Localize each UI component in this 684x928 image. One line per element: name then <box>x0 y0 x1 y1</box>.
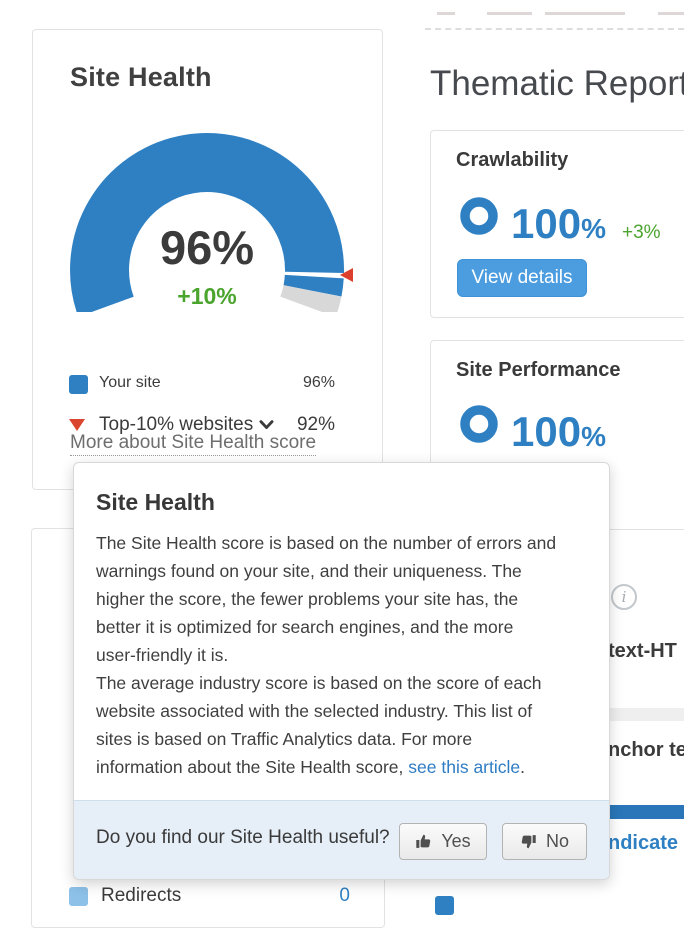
clipped-anchor-text-label: nchor te <box>608 739 684 761</box>
tooltip-text-line: information about the Site Health score,… <box>96 753 596 781</box>
site-health-delta: +10% <box>177 283 237 309</box>
tooltip-text-line: user-friendly it is. <box>96 645 229 665</box>
chevron-down-icon[interactable] <box>259 420 274 430</box>
clipped-section-divider <box>603 708 684 721</box>
tooltip-text-line: The Site Health score is based on the nu… <box>96 533 557 553</box>
site-performance-score: 100 <box>511 408 582 455</box>
tooltip-text-line: higher the score, the fewer problems you… <box>96 589 519 609</box>
legend-swatch-icon <box>435 896 454 915</box>
gauge-arc-remainder <box>280 284 342 312</box>
redirects-label[interactable]: Redirects <box>101 885 182 906</box>
tooltip-footer: Do you find our Site Health useful? Yes … <box>74 800 609 879</box>
tooltip-text-line: sites is based on Traffic Analytics data… <box>96 729 473 749</box>
tooltip-body: The Site Health score is based on the nu… <box>96 529 596 781</box>
site-health-card-title: Site Health <box>70 62 212 92</box>
tooltip-text: . <box>520 757 525 777</box>
site-health-tooltip: Site Health The Site Health score is bas… <box>73 462 610 880</box>
tooltip-text-line: The average industry score is based on t… <box>96 673 542 693</box>
site-health-gauge <box>70 133 345 312</box>
tooltip-text: information about the Site Health score, <box>96 757 409 777</box>
site-performance-title: Site Performance <box>456 359 621 381</box>
view-details-button[interactable]: View details <box>457 259 587 297</box>
clipped-text-remnant <box>437 12 455 15</box>
yes-button[interactable]: Yes <box>399 823 487 860</box>
more-about-site-health-link[interactable]: More about Site Health score <box>70 432 317 456</box>
no-button[interactable]: No <box>502 823 587 860</box>
gauge-arc-segment <box>283 274 344 297</box>
site-performance-percent-sign: % <box>581 421 606 452</box>
clipped-text-remnant <box>658 12 684 15</box>
tooltip-text-line: better it is optimized for search engine… <box>96 617 514 637</box>
tooltip-text-line: warnings found on your site, and their u… <box>96 561 522 581</box>
site-performance-score-row: 100 % <box>511 411 606 453</box>
clipped-text-remnant <box>487 12 532 15</box>
top10-marker-icon <box>340 268 353 282</box>
thumbs-down-icon <box>521 835 536 849</box>
redirects-swatch-icon <box>69 887 88 906</box>
gauge-center: 96% +10% <box>107 224 307 310</box>
feedback-question: Do you find our Site Health useful? <box>96 827 390 848</box>
crawlability-card: Crawlability 100 % +3% View details <box>430 130 684 318</box>
legend-row: Top-10% websites 92% <box>69 414 349 436</box>
site-health-score: 96% <box>159 221 255 274</box>
info-icon-glyph: i <box>621 588 627 606</box>
crawlability-delta: +3% <box>621 222 661 243</box>
legend-label: Your site <box>99 374 161 391</box>
legend-value: 92% <box>296 414 335 435</box>
donut-chart-icon <box>460 405 498 443</box>
tooltip-text-line: website associated with the selected ind… <box>96 701 533 721</box>
legend-value: 96% <box>302 374 335 391</box>
no-button-label: No <box>545 831 569 851</box>
top10-triangle-icon <box>69 419 85 431</box>
yes-button-label: Yes <box>441 831 471 851</box>
clipped-progress-bar <box>603 805 684 819</box>
crawlability-score-row: 100 % +3% <box>511 203 661 245</box>
donut-chart-icon <box>460 197 498 235</box>
site-health-card: Site Health 96% +10% Your site 96% Top-1… <box>32 29 383 490</box>
clipped-link-fragment[interactable]: ndicate <box>608 832 679 854</box>
tooltip-title: Site Health <box>96 489 215 515</box>
crawlability-percent-sign: % <box>581 213 606 244</box>
your-site-swatch-icon <box>69 375 88 394</box>
legend-label: Top-10% websites <box>99 414 254 435</box>
gauge-arc-main <box>70 133 345 312</box>
redirects-value[interactable]: 0 <box>339 885 350 906</box>
info-icon[interactable]: i <box>611 584 637 610</box>
crawlability-score: 100 <box>511 200 582 247</box>
thematic-reports-heading: Thematic Reports <box>430 64 684 103</box>
thumbs-up-icon <box>416 834 431 848</box>
crawlability-title: Crawlability <box>456 149 569 171</box>
dotted-underline-divider <box>425 28 684 30</box>
clipped-text-remnant <box>545 12 625 15</box>
see-this-article-link[interactable]: see this article <box>408 757 521 777</box>
clipped-text-html-label: text-HT <box>608 640 677 662</box>
